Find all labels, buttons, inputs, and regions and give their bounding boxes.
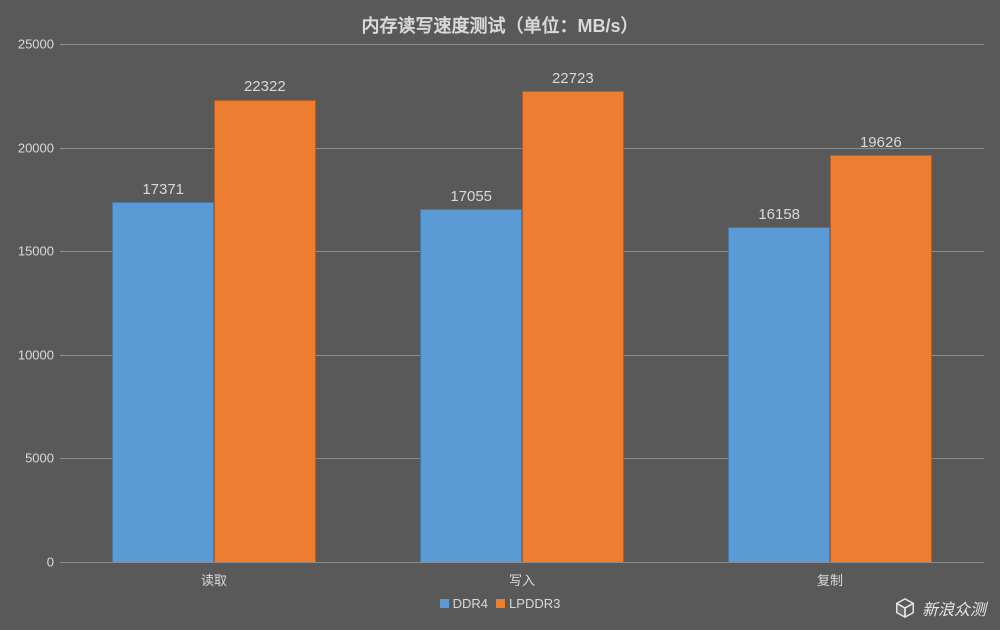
x-tick-label: 写入 — [509, 570, 535, 589]
gridline — [60, 562, 984, 563]
chart-title: 内存读写速度测试（单位：MB/s） — [0, 12, 1000, 38]
y-tick-label: 20000 — [6, 140, 54, 155]
gridline — [60, 44, 984, 45]
watermark-text: 新浪众测 — [922, 596, 986, 620]
legend-item: LPDDR3 — [496, 596, 560, 611]
data-label: 22322 — [244, 78, 286, 95]
legend-item: DDR4 — [440, 596, 488, 611]
legend-swatch — [440, 599, 449, 608]
data-label: 19626 — [860, 134, 902, 151]
legend-label: LPDDR3 — [509, 596, 560, 611]
y-tick-label: 25000 — [6, 37, 54, 52]
plot-area: 17371 22322 17055 22723 16158 19626 — [60, 44, 984, 562]
legend-swatch — [496, 599, 505, 608]
bar — [830, 155, 932, 562]
y-tick-label: 15000 — [6, 244, 54, 259]
watermark: 新浪众测 — [894, 596, 986, 620]
y-tick-label: 5000 — [6, 451, 54, 466]
data-label: 22723 — [552, 70, 594, 87]
y-tick-label: 0 — [6, 555, 54, 570]
x-tick-label: 读取 — [201, 570, 227, 589]
data-label: 17055 — [450, 188, 492, 205]
x-tick-label: 复制 — [817, 570, 843, 589]
legend: DDR4 LPDDR3 — [0, 596, 1000, 611]
bar — [112, 202, 214, 562]
cube-icon — [894, 597, 916, 619]
bar — [728, 227, 830, 562]
data-label: 17371 — [142, 181, 184, 198]
bar — [420, 209, 522, 562]
data-label: 16158 — [758, 206, 800, 223]
y-tick-label: 10000 — [6, 347, 54, 362]
legend-label: DDR4 — [453, 596, 488, 611]
bar — [522, 91, 624, 562]
bar — [214, 100, 316, 563]
